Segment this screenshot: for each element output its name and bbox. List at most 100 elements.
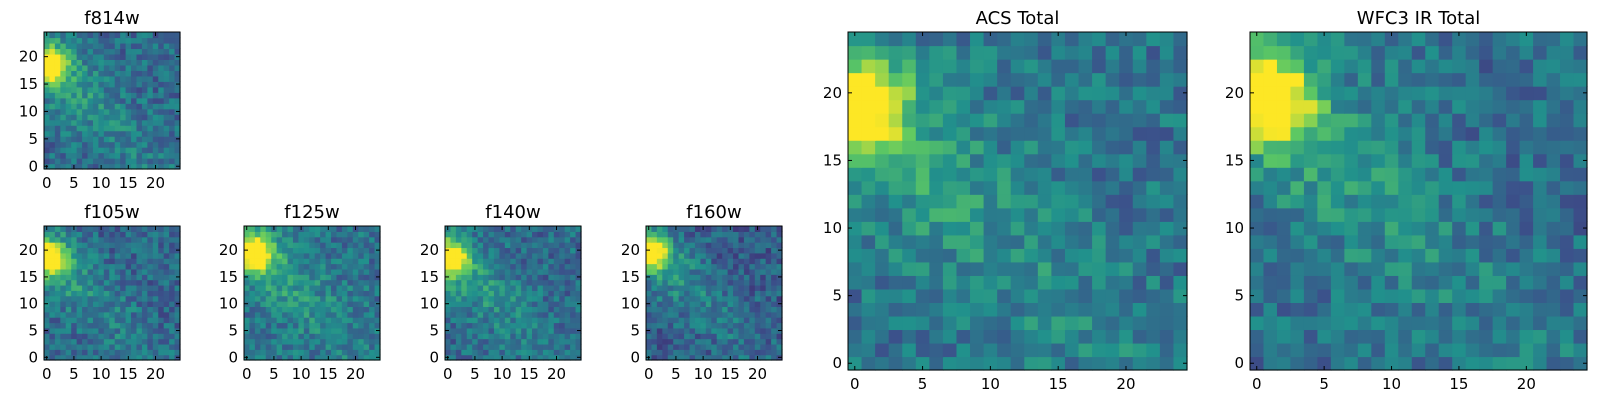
- heatmap-cell: [765, 306, 772, 313]
- heatmap-cell: [136, 70, 143, 77]
- heatmap-cell: [510, 327, 517, 334]
- heatmap-cell: [298, 322, 305, 329]
- heatmap-cell: [727, 242, 734, 249]
- heatmap-cell: [1010, 356, 1025, 371]
- heatmap-cell: [1506, 72, 1521, 87]
- heatmap-cell: [169, 103, 176, 110]
- heatmap-cell: [1533, 99, 1548, 114]
- heatmap-cell: [493, 311, 500, 318]
- heatmap-cell: [711, 338, 718, 345]
- heatmap-cell: [1344, 275, 1359, 290]
- heatmap-cell: [76, 37, 83, 44]
- heatmap-cell: [548, 306, 555, 313]
- heatmap-cell: [888, 99, 903, 114]
- heatmap-cell: [515, 284, 522, 291]
- heatmap-cell: [488, 252, 495, 259]
- heatmap-cell: [87, 295, 94, 302]
- heatmap-cell: [1546, 261, 1561, 276]
- heatmap-cell: [254, 274, 261, 281]
- heatmap-cell: [82, 301, 89, 307]
- heatmap-cell: [1465, 207, 1480, 222]
- heatmap-cell: [1573, 194, 1588, 209]
- heatmap-cell: [861, 275, 876, 290]
- heatmap-cell: [374, 284, 381, 291]
- heatmap-cell: [369, 290, 376, 297]
- heatmap-cell: [716, 322, 723, 329]
- heatmap-cell: [942, 140, 958, 155]
- x-tick-label: 20: [748, 365, 767, 383]
- heatmap-cell: [1290, 288, 1305, 303]
- heatmap-cell: [493, 284, 500, 291]
- heatmap-cell: [1290, 275, 1305, 290]
- heatmap-cell: [103, 284, 110, 291]
- heatmap-cell: [292, 247, 299, 254]
- heatmap-cell: [314, 354, 321, 361]
- heatmap-cell: [1159, 167, 1175, 182]
- heatmap-cell: [553, 236, 560, 243]
- heatmap-cell: [169, 64, 176, 71]
- heatmap-cell: [174, 311, 181, 318]
- heatmap-cell: [98, 114, 105, 121]
- heatmap-cell: [711, 231, 718, 238]
- heatmap-cell: [158, 42, 165, 50]
- heatmap-cell: [1078, 86, 1093, 101]
- heatmap-cell: [776, 290, 783, 297]
- heatmap-cell: [49, 333, 56, 340]
- heatmap-cell: [526, 252, 533, 259]
- heatmap-cell: [120, 152, 127, 159]
- heatmap-cell: [87, 327, 94, 334]
- heatmap-cell: [727, 263, 734, 270]
- heatmap-cell: [564, 290, 571, 297]
- heatmap-cell: [570, 268, 577, 275]
- heatmap-cell: [956, 180, 971, 195]
- heatmap-cell: [103, 349, 110, 356]
- heatmap-cell: [65, 81, 72, 88]
- heatmap-cell: [888, 248, 903, 263]
- heatmap-cell: [1064, 315, 1080, 331]
- heatmap-cell: [1479, 72, 1494, 87]
- heatmap-cell: [314, 252, 321, 259]
- heatmap-cell: [445, 343, 452, 350]
- heatmap-cell: [98, 119, 105, 126]
- heatmap-cell: [1438, 99, 1453, 114]
- heatmap-cell: [537, 236, 544, 243]
- heatmap-cell: [54, 242, 61, 249]
- heatmap-cell: [1357, 207, 1372, 222]
- heatmap-cell: [1263, 234, 1278, 249]
- heatmap-cell: [120, 147, 127, 154]
- heatmap-cell: [44, 290, 51, 297]
- heatmap-cell: [705, 236, 712, 243]
- heatmap-cell: [504, 295, 511, 302]
- heatmap-cell: [694, 236, 701, 243]
- heatmap-cell: [532, 284, 539, 291]
- heatmap-cell: [158, 158, 165, 165]
- heatmap-cell: [44, 333, 51, 340]
- heatmap-cell: [1064, 302, 1080, 317]
- heatmap-cell: [341, 263, 348, 270]
- heatmap-cell: [929, 248, 944, 263]
- heatmap-cell: [493, 338, 500, 345]
- heatmap-cell: [667, 317, 674, 324]
- heatmap-cell: [1519, 140, 1534, 155]
- heatmap-cell: [548, 252, 555, 259]
- heatmap-cell: [760, 301, 767, 307]
- heatmap-cell: [169, 306, 176, 313]
- heatmap-cell: [743, 354, 750, 361]
- heatmap-cell: [915, 72, 930, 87]
- heatmap-cell: [705, 279, 712, 286]
- heatmap-cell: [287, 343, 294, 350]
- heatmap-cell: [970, 275, 985, 290]
- heatmap-cell: [711, 252, 718, 259]
- x-tick-label: 5: [470, 365, 480, 383]
- heatmap-cell: [673, 306, 680, 313]
- heatmap-cell: [553, 333, 560, 340]
- heatmap-cell: [1010, 99, 1025, 114]
- heatmap-cell: [1371, 32, 1386, 47]
- heatmap-cell: [493, 343, 500, 350]
- heatmap-cell: [553, 349, 560, 356]
- heatmap-cell: [320, 274, 327, 281]
- heatmap-cell: [749, 252, 756, 259]
- heatmap-cell: [861, 86, 876, 101]
- heatmap-cell: [749, 263, 756, 270]
